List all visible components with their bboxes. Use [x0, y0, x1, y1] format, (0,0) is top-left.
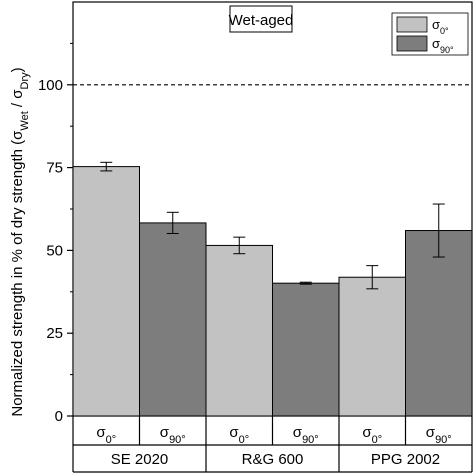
category-label: σ0° [229, 424, 249, 446]
category-label-sub: 0° [372, 434, 383, 446]
y-tick-label: 100 [38, 77, 63, 94]
legend-label: σ90° [432, 36, 454, 55]
category-label-base: σ [362, 424, 372, 441]
category-label: σ0° [96, 424, 116, 446]
y-tick-label: 75 [46, 160, 63, 177]
bar [205, 244, 273, 417]
group-label: PPG 2002 [371, 451, 440, 468]
bar [338, 276, 406, 417]
chart-title-box: Wet-aged [229, 5, 294, 33]
category-label-base: σ [426, 424, 436, 441]
category-label-base: σ [160, 424, 170, 441]
category-label-base: σ [96, 424, 106, 441]
bar [405, 230, 473, 417]
category-label-sub: 0° [239, 434, 250, 446]
category-label-base: σ [293, 424, 303, 441]
category-label: σ90° [293, 424, 319, 446]
category-label-sub: 90° [169, 434, 186, 446]
y-tick-label: 25 [46, 325, 63, 342]
group-label: SE 2020 [111, 451, 169, 468]
y-axis-label: Normalized strength in % of dry strength… [9, 67, 31, 416]
category-label-sub: 90° [302, 434, 319, 446]
legend-swatch [396, 35, 428, 52]
y-tick-label: 0 [55, 408, 63, 425]
bar [72, 166, 140, 417]
bar [272, 282, 340, 417]
legend-swatch [396, 16, 428, 33]
legend-label-base: σ [432, 17, 440, 32]
chart-title: Wet-aged [229, 12, 294, 29]
legend-label-base: σ [432, 36, 440, 51]
category-label: σ0° [362, 424, 382, 446]
category-label: σ90° [426, 424, 452, 446]
y-tick-label: 50 [46, 242, 63, 259]
group-label: R&G 600 [242, 451, 304, 468]
legend-label-sub: 0° [440, 26, 449, 36]
legend: σ0°σ90° [391, 12, 469, 56]
legend-label: σ0° [432, 17, 449, 36]
category-label: σ90° [160, 424, 186, 446]
legend-label-sub: 90° [440, 45, 454, 55]
category-label-sub: 0° [106, 434, 117, 446]
category-label-sub: 90° [435, 434, 452, 446]
bar [139, 222, 207, 417]
category-label-base: σ [229, 424, 239, 441]
